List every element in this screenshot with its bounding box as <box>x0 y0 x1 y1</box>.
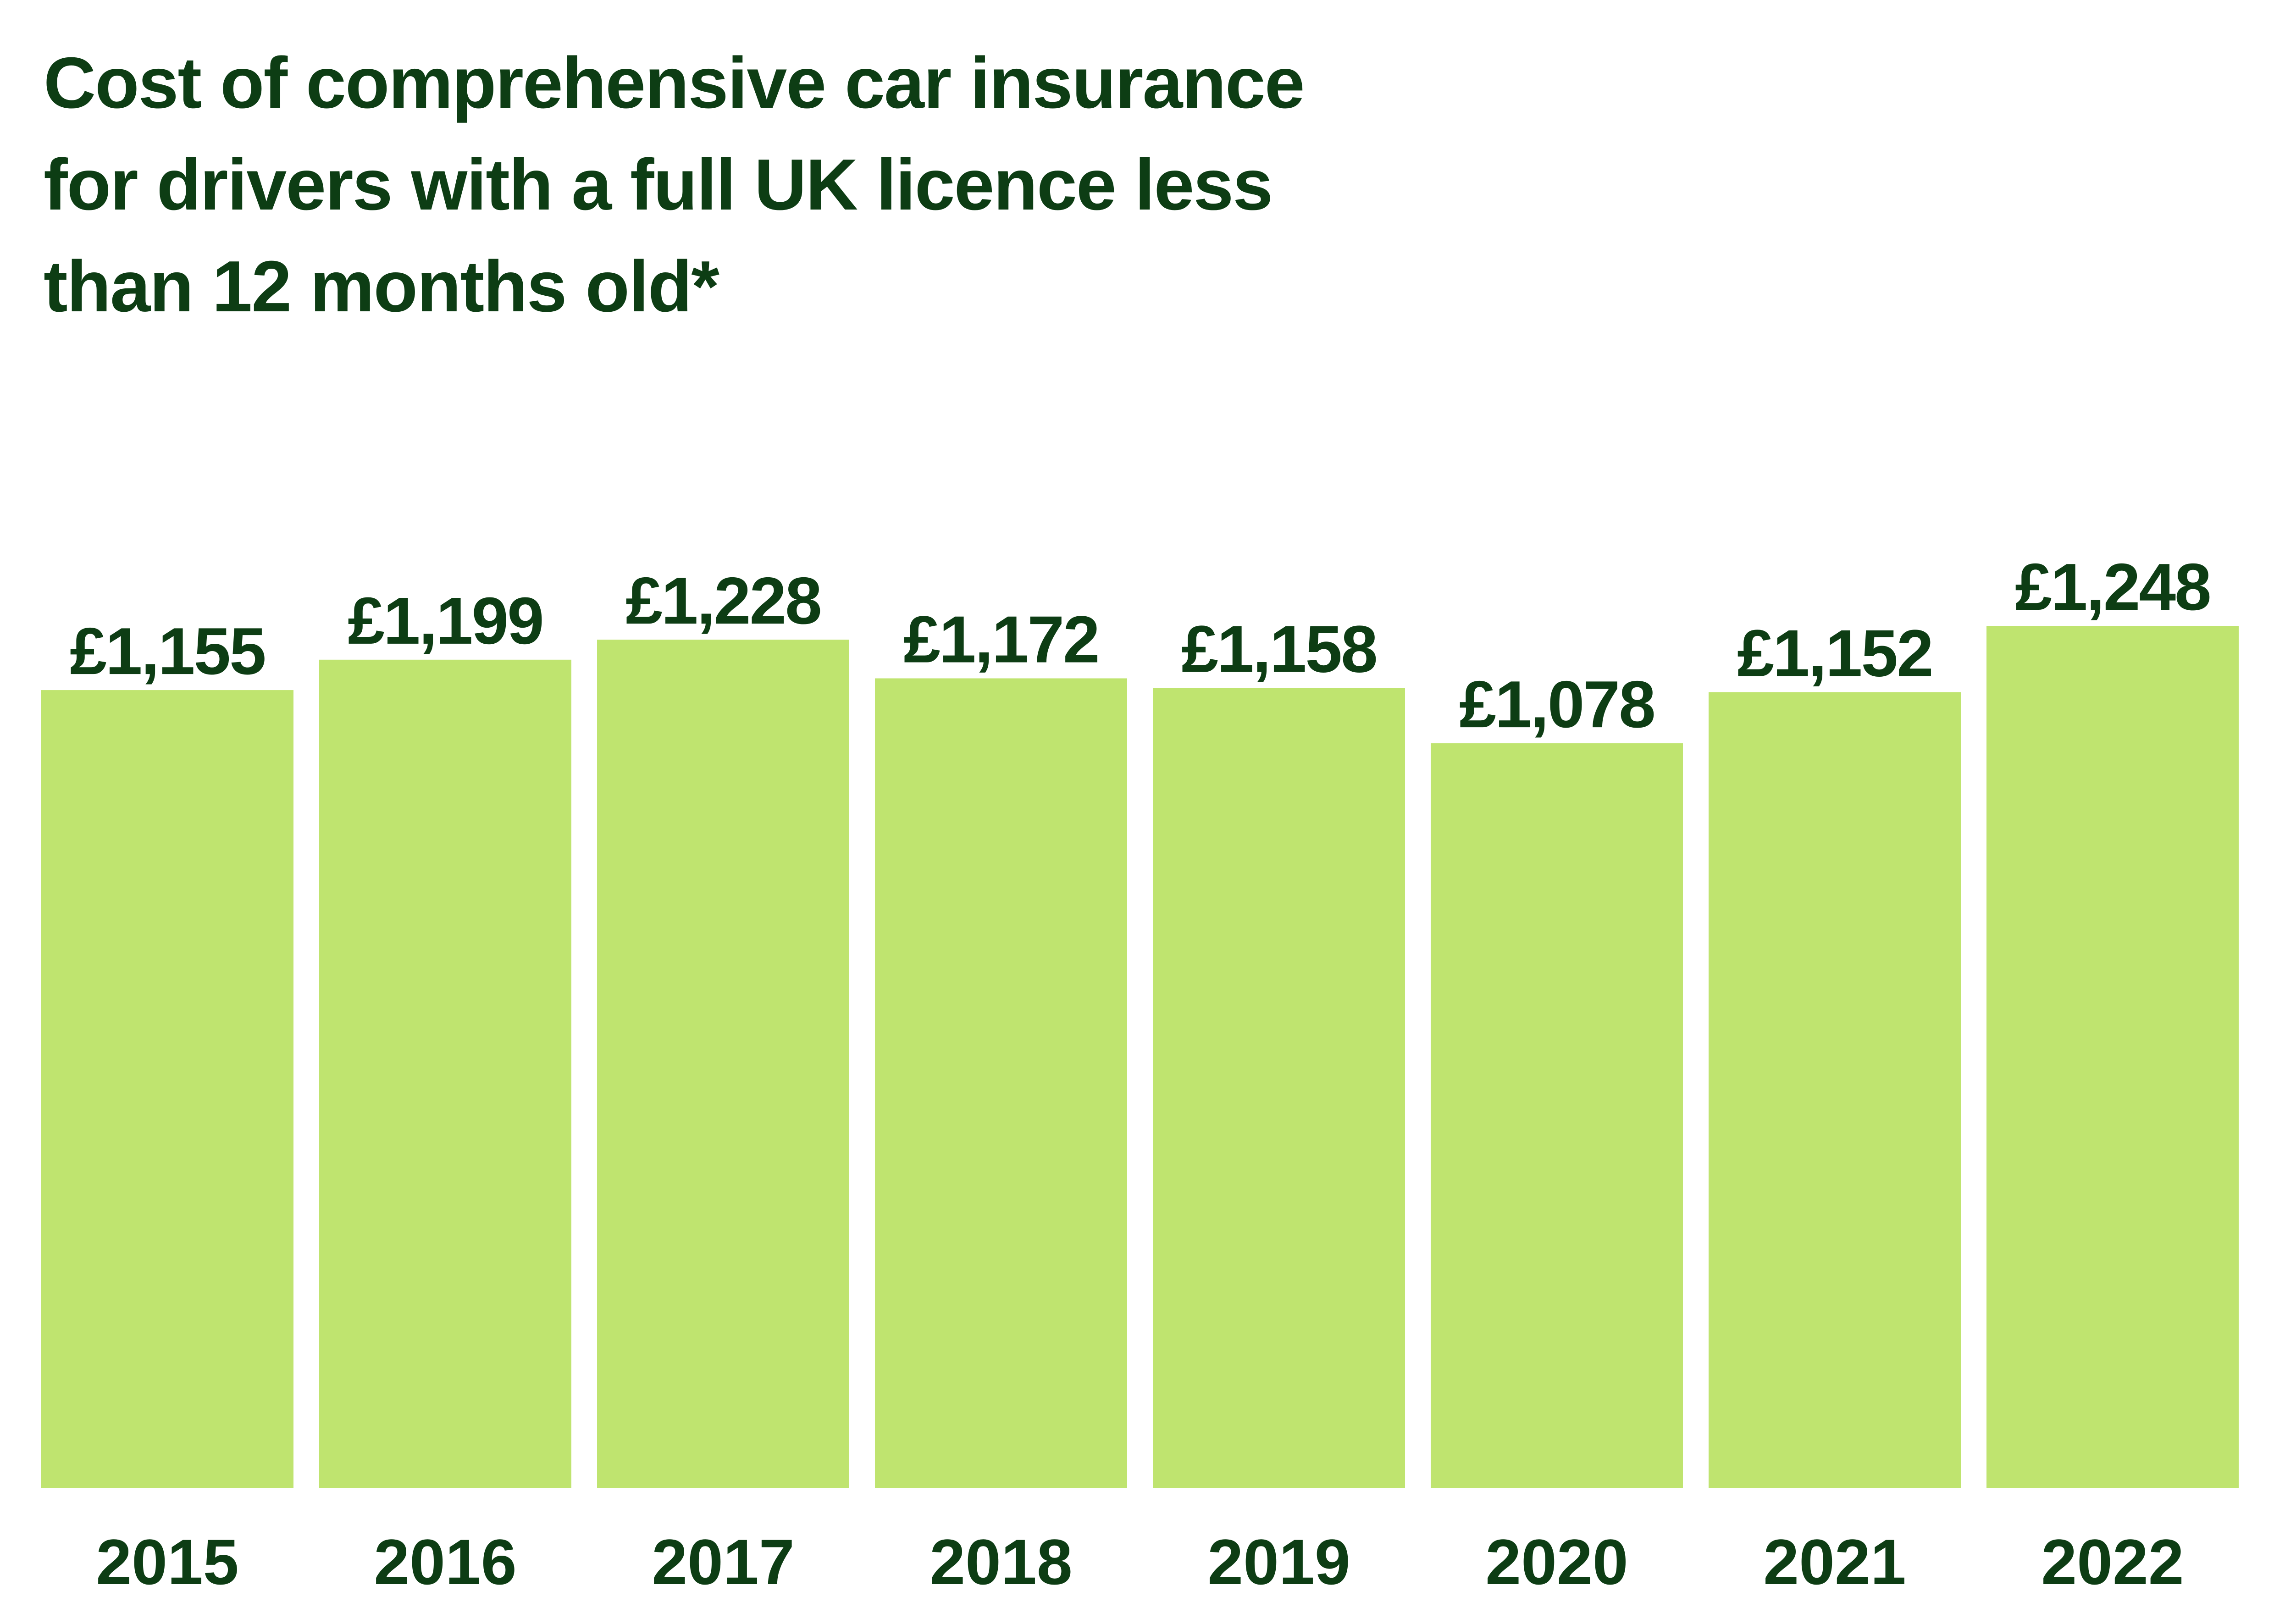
chart-title-line-3: than 12 months old* <box>44 246 719 327</box>
value-label-2019: £1,158 <box>1181 612 1377 686</box>
value-label-2021: £1,152 <box>1737 616 1932 690</box>
value-label-2016: £1,199 <box>348 584 543 658</box>
bars-group <box>41 626 2239 1488</box>
value-label-2017: £1,228 <box>625 563 821 638</box>
value-label-2015: £1,155 <box>70 614 265 688</box>
x-tick-label-2020: 2020 <box>1485 1526 1628 1598</box>
x-tick-label-2015: 2015 <box>96 1526 238 1598</box>
bar-2021 <box>1709 692 1961 1488</box>
bar-2022 <box>1986 626 2239 1488</box>
chart-title-line-1: Cost of comprehensive car insurance <box>44 43 1305 123</box>
bar-2017 <box>597 640 849 1488</box>
chart-title: Cost of comprehensive car insurance for … <box>44 32 1649 337</box>
bar-2018 <box>875 678 1127 1488</box>
bar-2016 <box>319 659 571 1488</box>
value-label-2018: £1,172 <box>903 602 1099 676</box>
chart-title-line-2: for drivers with a full UK licence less <box>44 144 1273 225</box>
value-label-2020: £1,078 <box>1459 667 1654 741</box>
bar-2019 <box>1153 688 1405 1488</box>
x-tick-label-2017: 2017 <box>652 1526 794 1598</box>
x-tick-label-2019: 2019 <box>1207 1526 1350 1598</box>
x-tick-label-2021: 2021 <box>1763 1526 1906 1598</box>
x-axis-tick-labels: 2015 2016 2017 2018 2019 2020 2021 2022 <box>96 1526 2184 1598</box>
x-tick-label-2022: 2022 <box>2041 1526 2184 1598</box>
bar-2020 <box>1431 743 1683 1488</box>
bar-2015 <box>41 690 293 1488</box>
value-label-2022: £1,248 <box>2015 550 2210 624</box>
x-tick-label-2016: 2016 <box>374 1526 516 1598</box>
x-tick-label-2018: 2018 <box>930 1526 1072 1598</box>
value-labels-group: £1,155 £1,199 £1,228 £1,172 £1,158 £1,078 £1,1… <box>70 550 2212 741</box>
